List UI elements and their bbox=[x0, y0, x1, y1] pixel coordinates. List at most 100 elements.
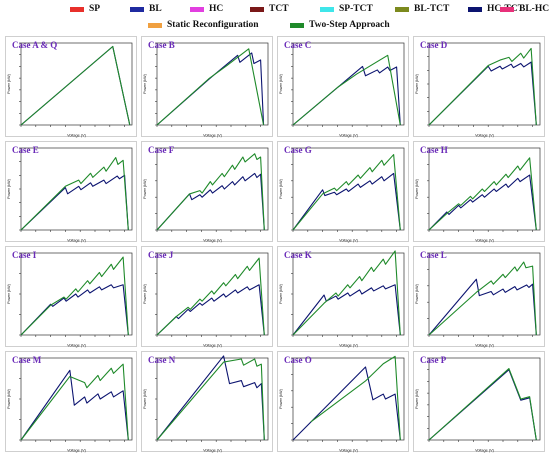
legend-item-bl: BL bbox=[130, 4, 162, 14]
legend-label: BL bbox=[149, 4, 162, 14]
series-two-step-approach bbox=[156, 358, 265, 441]
chart-panel-case-d: Voltage (V) Power (kW) Case D bbox=[413, 36, 545, 138]
legend-label: TCT bbox=[269, 4, 289, 14]
chart-panel-case-o: Voltage (V) Power (kW) Case O bbox=[277, 351, 409, 453]
plot-frame bbox=[428, 252, 541, 336]
y-axis-label: Power (kW) bbox=[415, 73, 419, 94]
plot-frame bbox=[156, 42, 269, 126]
x-axis-label: Voltage (V) bbox=[203, 449, 223, 453]
series-two-step-approach bbox=[428, 367, 537, 441]
case-label: Case G bbox=[284, 145, 312, 155]
y-axis-label: Power (kW) bbox=[415, 178, 419, 199]
pv-curve-plot: Voltage (V) Power (kW) bbox=[143, 42, 269, 138]
series-static-reconfiguration bbox=[156, 52, 265, 126]
y-axis-label: Power (kW) bbox=[279, 73, 283, 94]
chart-panel-case-h: Voltage (V) Power (kW) Case H bbox=[413, 141, 545, 243]
case-label: Case M bbox=[12, 355, 42, 365]
x-axis-label: Voltage (V) bbox=[67, 134, 87, 138]
pv-curve-plot: Voltage (V) Power (kW) bbox=[143, 147, 269, 243]
x-axis-label: Voltage (V) bbox=[475, 449, 495, 453]
x-axis-label: Voltage (V) bbox=[67, 449, 87, 453]
plot-frame bbox=[428, 147, 541, 231]
legend-label: SP-TCT bbox=[339, 4, 373, 14]
case-label: Case D bbox=[420, 40, 448, 50]
y-axis-label: Power (kW) bbox=[279, 178, 283, 199]
pv-curve-plot: Voltage (V) Power (kW) bbox=[279, 147, 405, 243]
legend-swatch bbox=[148, 22, 162, 28]
plot-frame bbox=[428, 357, 541, 441]
series-two-step-approach bbox=[156, 257, 265, 336]
x-axis-label: Voltage (V) bbox=[475, 134, 495, 138]
x-axis-label: Voltage (V) bbox=[203, 239, 223, 243]
series-two-step-approach bbox=[20, 45, 131, 126]
case-label: Case I bbox=[12, 250, 37, 260]
plot-frame bbox=[156, 147, 269, 231]
series-two-step-approach bbox=[292, 250, 401, 336]
series-two-step-approach bbox=[20, 157, 129, 231]
legend-item-two-step-approach: Two-Step Approach bbox=[290, 20, 390, 30]
y-axis-label: Power (kW) bbox=[7, 388, 11, 409]
case-label: Case H bbox=[420, 145, 448, 155]
case-label: Case O bbox=[284, 355, 312, 365]
case-label: Case E bbox=[12, 145, 39, 155]
series-static-reconfiguration bbox=[428, 369, 537, 441]
legend-item-hc: HC bbox=[190, 4, 223, 14]
series-static-reconfiguration bbox=[292, 366, 401, 441]
plot-frame bbox=[292, 357, 405, 441]
series-two-step-approach bbox=[20, 363, 129, 441]
plot-frame bbox=[428, 42, 541, 126]
y-axis-label: Power (kW) bbox=[143, 388, 147, 409]
legend-swatch bbox=[395, 6, 409, 12]
pv-curve-plot: Voltage (V) Power (kW) bbox=[143, 355, 269, 453]
pv-curve-plot: Voltage (V) Power (kW) bbox=[143, 252, 269, 348]
legend-swatch bbox=[500, 6, 514, 12]
case-label: Case N bbox=[148, 355, 176, 365]
legend-item-tct: TCT bbox=[250, 4, 289, 14]
chart-panel-case-e: Voltage (V) Power (kW) Case E bbox=[5, 141, 137, 243]
chart-panel-case-j: Voltage (V) Power (kW) Case J bbox=[141, 246, 273, 348]
series-static-reconfiguration bbox=[428, 61, 537, 126]
plot-frame bbox=[20, 147, 133, 231]
x-axis-label: Voltage (V) bbox=[339, 449, 359, 453]
pv-curve-plot: Voltage (V) Power (kW) bbox=[279, 42, 405, 138]
case-panel-grid: Voltage (V) Power (kW) Case A & Q Voltage (… bbox=[5, 36, 545, 453]
series-two-step-approach bbox=[156, 48, 265, 126]
pv-curve-plot: Voltage (V) Power (kW) bbox=[415, 252, 541, 348]
chart-panel-case-b: Voltage (V) Power (kW) Case B bbox=[141, 36, 273, 138]
series-static-reconfiguration bbox=[292, 172, 401, 231]
legend-label: BL-TCT bbox=[414, 4, 450, 14]
chart-panel-case-p: Voltage (V) Power (kW) Case P bbox=[413, 351, 545, 453]
legend-label: Two-Step Approach bbox=[309, 20, 390, 30]
pv-curve-plot: Voltage (V) Power (kW) bbox=[279, 355, 405, 453]
pv-curve-plot: Voltage (V) Power (kW) bbox=[7, 147, 133, 243]
y-axis-label: Power (kW) bbox=[7, 178, 11, 199]
legend-swatch bbox=[468, 6, 482, 12]
series-two-step-approach bbox=[428, 157, 537, 231]
series-two-step-approach bbox=[292, 154, 401, 231]
series-static-reconfiguration bbox=[428, 174, 537, 231]
y-axis-label: Power (kW) bbox=[143, 73, 147, 94]
plot-frame bbox=[156, 252, 269, 336]
y-axis-label: Power (kW) bbox=[415, 388, 419, 409]
series-static-reconfiguration bbox=[292, 284, 401, 336]
chart-panel-case-k: Voltage (V) Power (kW) Case K bbox=[277, 246, 409, 348]
x-axis-label: Voltage (V) bbox=[475, 344, 495, 348]
chart-panel-case-n: Voltage (V) Power (kW) Case N bbox=[141, 351, 273, 453]
chart-panel-case-c: Voltage (V) Power (kW) Case C bbox=[277, 36, 409, 138]
legend-item-static-reconfiguration: Static Reconfiguration bbox=[148, 20, 259, 30]
case-label: Case F bbox=[148, 145, 175, 155]
case-label: Case B bbox=[148, 40, 175, 50]
x-axis-label: Voltage (V) bbox=[339, 134, 359, 138]
series-two-step-approach bbox=[428, 47, 537, 126]
y-axis-label: Power (kW) bbox=[7, 283, 11, 304]
plot-frame bbox=[20, 252, 133, 336]
case-label: Case L bbox=[420, 250, 447, 260]
series-static-reconfiguration bbox=[20, 369, 129, 441]
series-two-step-approach bbox=[156, 153, 265, 231]
x-axis-label: Voltage (V) bbox=[475, 239, 495, 243]
series-static-reconfiguration bbox=[428, 278, 537, 336]
legend-swatch bbox=[70, 6, 84, 12]
chart-panel-case-a-q: Voltage (V) Power (kW) Case A & Q bbox=[5, 36, 137, 138]
series-static-reconfiguration bbox=[292, 65, 401, 126]
